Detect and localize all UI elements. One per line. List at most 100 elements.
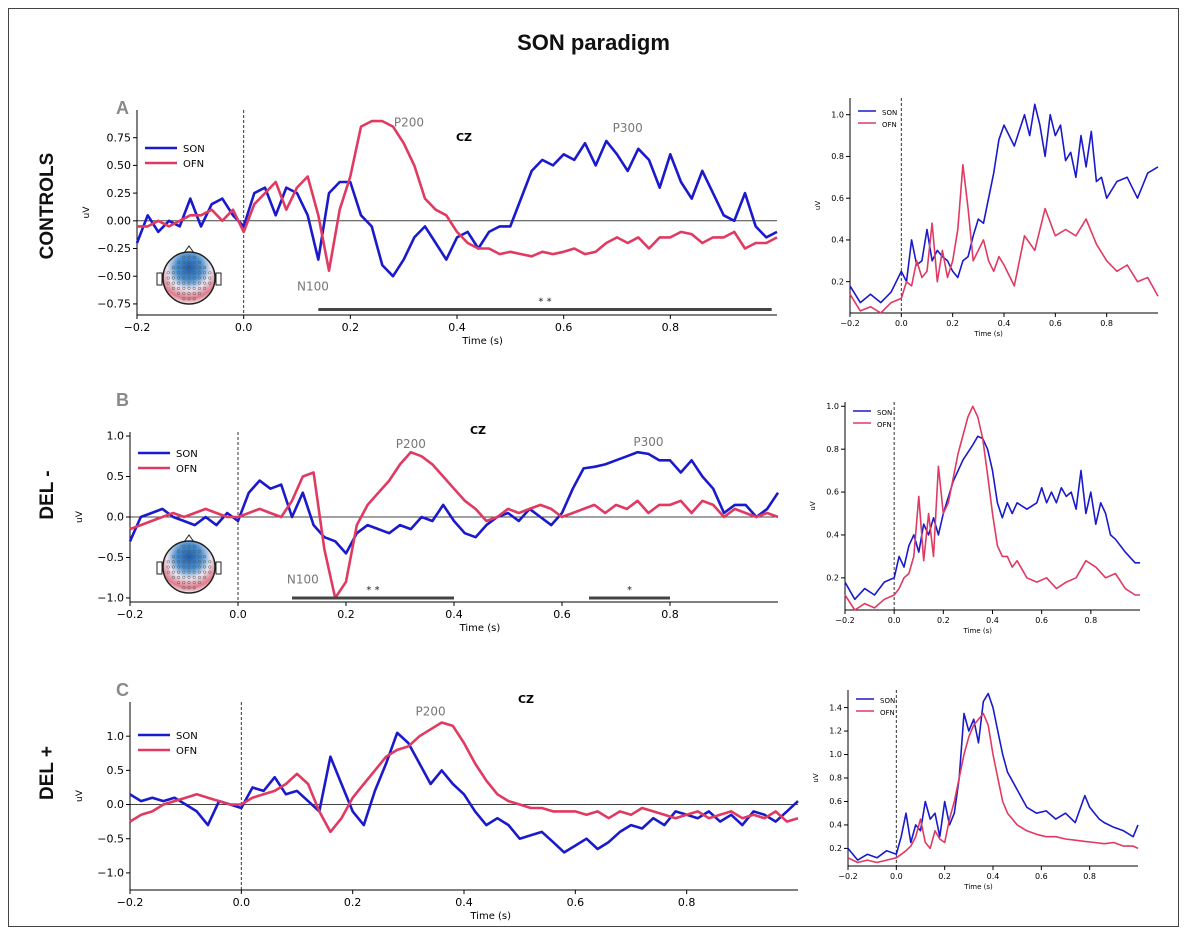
y-axis-label-b-main: uV [75,510,85,523]
channel-title-a-main: CZ [456,131,472,144]
x-axis-label-c-main: Time (s) [469,911,511,922]
significance-label-a-main-0: * * [538,296,551,307]
x-tick-label-b-inset-0: −0.2 [835,616,854,625]
y-tick-label-b-inset-4: 1.0 [826,402,839,411]
x-tick-label-b-main-4: 0.6 [553,608,571,621]
x-tick-label-b-main-1: 0.0 [229,608,247,621]
peak-annotation-p300-b-main: P300 [633,435,663,449]
x-tick-label-c-main-2: 0.2 [344,896,362,909]
y-tick-label-a-inset-3: 0.8 [831,152,844,161]
y-tick-label-a-inset-4: 1.0 [831,110,844,119]
x-tick-label-c-main-5: 0.8 [678,896,696,909]
x-tick-label-b-inset-5: 0.8 [1084,616,1097,625]
x-tick-label-a-inset-0: −0.2 [840,319,859,328]
y-tick-label-a-main-4: −0.25 [97,242,131,255]
x-tick-label-c-main-3: 0.4 [455,896,473,909]
peak-annotation-p200-c-main: P200 [416,705,446,719]
series-line-ofn-c-main [129,721,799,834]
legend-label-ofn-c-inset: OFN [880,709,895,717]
y-tick-label-b-main-1: 0.5 [107,470,125,483]
series-line-ofn-b-inset [844,405,1140,611]
x-tick-label-a-main-1: 0.0 [235,321,253,334]
x-tick-label-b-main-2: 0.2 [337,608,355,621]
series-line-ofn-b-main [129,450,779,600]
y-axis-label-b-inset: uV [809,501,817,510]
y-tick-label-c-inset-3: 0.8 [829,774,842,783]
y-tick-label-b-main-2: 0.0 [107,511,125,524]
x-axis-label-a-main: Time (s) [461,336,503,347]
series-line-ofn-a-inset [849,164,1159,314]
peak-annotation-p200-b-main: P200 [396,437,426,451]
y-tick-label-c-main-2: 0.0 [107,798,125,811]
y-tick-label-c-main-0: 1.0 [107,730,125,743]
y-tick-label-a-main-5: −0.50 [97,270,131,283]
x-tick-label-a-main-5: 0.8 [662,321,680,334]
legend-label-ofn-b-main: OFN [176,464,197,475]
y-tick-label-b-main-0: 1.0 [107,430,125,443]
series-line-son-a-main [135,139,778,278]
legend-label-son-b-main: SON [176,449,198,460]
series-line-son-b-inset [844,435,1140,601]
figure-frame [8,8,1179,927]
y-tick-label-b-inset-1: 0.4 [826,531,839,540]
x-tick-label-c-inset-1: 0.0 [890,872,903,881]
legend-label-ofn-a-main: OFN [183,159,204,170]
legend-label-son-c-inset: SON [880,697,895,705]
y-tick-label-c-inset-2: 0.6 [829,797,842,806]
y-tick-label-c-inset-1: 0.4 [829,821,842,830]
x-tick-label-c-inset-3: 0.4 [987,872,1000,881]
legend-label-son-a-main: SON [183,144,205,155]
x-tick-label-a-main-3: 0.4 [448,321,466,334]
y-axis-label-c-main: uV [75,789,85,802]
legend-label-ofn-b-inset: OFN [877,421,892,429]
x-axis-label-b-main: Time (s) [459,623,501,634]
y-tick-label-a-main-1: 0.50 [107,159,132,172]
x-tick-label-c-main-1: 0.0 [233,896,251,909]
series-line-ofn-a-main [137,119,778,273]
y-tick-label-b-inset-2: 0.6 [826,488,839,497]
panel-letter-a: A [116,98,129,118]
y-tick-label-a-main-6: −0.75 [97,298,131,311]
y-tick-label-a-main-2: 0.25 [107,187,132,200]
series-line-son-c-main [129,731,799,854]
legend-label-son-a-inset: SON [882,109,897,117]
peak-annotation-p300-a-main: P300 [613,121,643,135]
y-tick-label-a-main-3: 0.00 [107,214,132,227]
peak-annotation-n100-b-main: N100 [287,572,319,586]
x-tick-label-a-inset-3: 0.4 [998,319,1011,328]
y-tick-label-c-main-1: 0.5 [107,764,125,777]
legend-label-son-c-main: SON [176,731,198,742]
y-tick-label-b-inset-0: 0.2 [826,574,839,583]
legend-label-son-b-inset: SON [877,409,892,417]
y-tick-label-c-inset-4: 1.0 [829,750,842,759]
x-tick-label-c-inset-4: 0.6 [1035,872,1048,881]
scalp-topography-b-main [156,534,222,594]
x-tick-label-c-inset-5: 0.8 [1083,872,1096,881]
x-tick-label-b-inset-4: 0.6 [1035,616,1048,625]
x-tick-label-b-main-0: −0.2 [117,608,144,621]
panel-letter-c: C [116,680,129,700]
significance-label-b-main-1: * [627,585,632,596]
x-tick-label-c-main-4: 0.6 [567,896,585,909]
y-tick-label-a-inset-1: 0.4 [831,236,844,245]
x-tick-label-a-main-2: 0.2 [342,321,360,334]
y-tick-label-a-inset-0: 0.2 [831,277,844,286]
y-axis-label-c-inset: uV [812,773,820,782]
channel-title-b-main: CZ [470,424,486,437]
y-tick-label-c-inset-0: 0.2 [829,844,842,853]
series-line-son-a-inset [849,103,1159,304]
x-tick-label-a-inset-5: 0.8 [1100,319,1113,328]
y-tick-label-a-main-0: 0.75 [107,131,132,144]
x-tick-label-c-inset-2: 0.2 [938,872,951,881]
series-line-son-c-inset [847,692,1139,861]
x-tick-label-c-inset-0: −0.2 [838,872,857,881]
significance-label-b-main-0: * * [366,585,379,596]
y-tick-label-c-inset-6: 1.4 [829,703,842,712]
x-tick-label-b-main-3: 0.4 [445,608,463,621]
series-line-ofn-c-inset [847,712,1139,864]
x-tick-label-a-inset-1: 0.0 [895,319,908,328]
panel-letter-b: B [116,390,129,410]
y-axis-label-a-inset: uV [814,201,822,210]
legend-label-ofn-a-inset: OFN [882,121,897,129]
